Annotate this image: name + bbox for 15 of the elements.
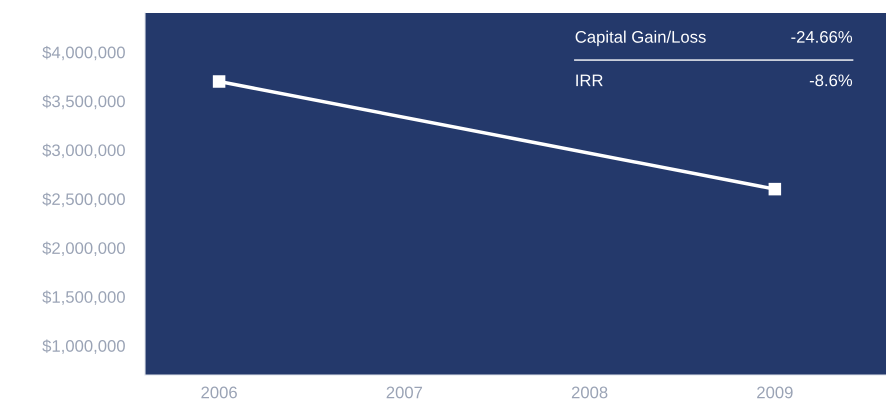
y-tick-label: $3,000,000 [42, 144, 125, 158]
x-tick-label: 2007 [386, 386, 422, 398]
y-tick-label: $3,500,000 [42, 94, 125, 110]
y-tick-label: $1,000,000 [42, 339, 125, 354]
x-tick-label: 2006 [201, 386, 237, 398]
y-tick-label: $2,000,000 [42, 242, 125, 256]
y-tick-label: $2,500,000 [42, 192, 125, 208]
y-tick-label: $4,000,000 [42, 46, 125, 60]
x-tick-label: 2009 [757, 386, 793, 398]
annotation: IRR [576, 74, 603, 86]
x-tick-label: 2008 [572, 386, 608, 398]
annotation: Capital Gain/Loss [576, 30, 706, 46]
annotation: -24.66% [791, 31, 852, 43]
annotation: -8.6% [810, 74, 852, 86]
y-tick-label: $1,500,000 [42, 290, 125, 305]
